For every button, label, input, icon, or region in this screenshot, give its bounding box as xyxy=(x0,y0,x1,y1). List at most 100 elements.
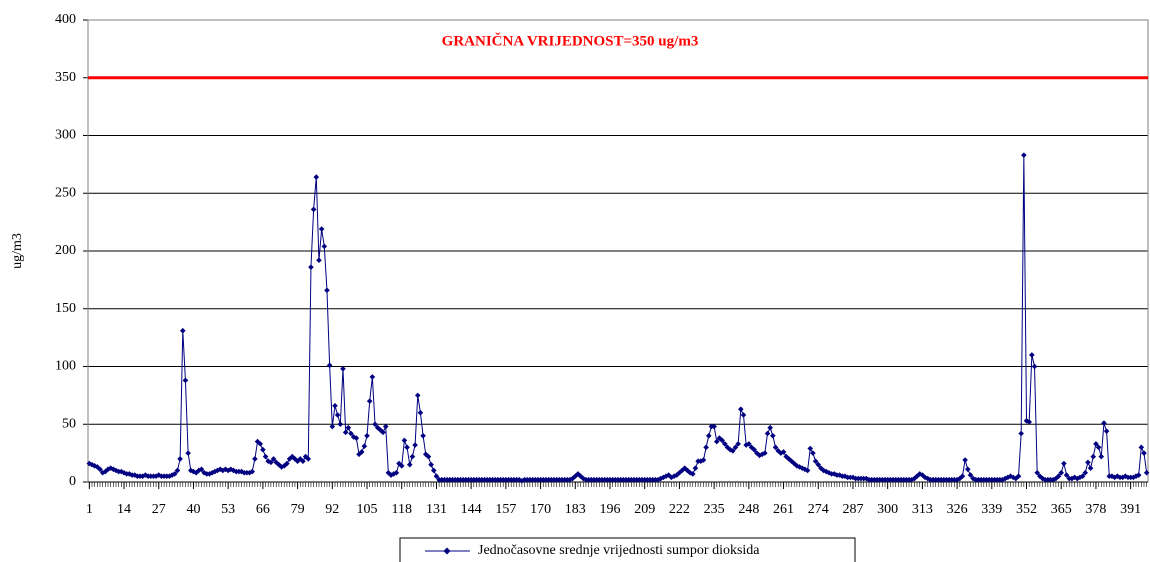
point xyxy=(377,427,384,433)
point xyxy=(131,472,138,478)
y-tick-label: 250 xyxy=(55,185,76,200)
point xyxy=(265,458,272,465)
point xyxy=(999,476,1006,483)
point xyxy=(353,435,360,441)
point xyxy=(1090,453,1097,460)
point xyxy=(212,468,218,475)
point xyxy=(276,461,282,468)
x-tick-label: 248 xyxy=(738,502,759,517)
point xyxy=(174,467,181,474)
point xyxy=(350,434,357,440)
point xyxy=(770,433,776,439)
point xyxy=(209,469,215,476)
point xyxy=(911,475,918,482)
point xyxy=(193,469,199,476)
x-tick-label: 66 xyxy=(256,502,270,517)
point xyxy=(406,461,413,468)
point xyxy=(414,392,421,399)
point xyxy=(169,472,175,478)
point xyxy=(812,458,819,465)
point xyxy=(430,467,437,474)
point xyxy=(374,424,381,431)
point xyxy=(713,438,720,445)
point xyxy=(99,469,106,476)
point xyxy=(1103,428,1110,434)
point xyxy=(1093,441,1099,447)
point xyxy=(249,468,256,475)
x-tick-label: 14 xyxy=(117,502,131,517)
point xyxy=(252,456,258,462)
point xyxy=(756,452,763,459)
point xyxy=(684,467,691,474)
y-tick-label: 150 xyxy=(55,301,76,316)
x-tick-label: 170 xyxy=(530,502,551,517)
x-tick-label: 118 xyxy=(391,502,411,517)
point xyxy=(722,441,728,447)
point xyxy=(190,468,197,475)
y-tick-label: 300 xyxy=(55,128,76,143)
point xyxy=(337,421,344,428)
point xyxy=(967,472,974,478)
point xyxy=(1135,472,1142,478)
point xyxy=(433,473,440,480)
point xyxy=(179,327,186,334)
point xyxy=(300,458,306,465)
point xyxy=(369,374,376,380)
point xyxy=(815,461,822,468)
point xyxy=(417,409,424,416)
y-tick-label: 50 xyxy=(62,416,76,431)
point xyxy=(380,429,386,436)
point xyxy=(257,441,264,447)
point xyxy=(786,456,792,462)
point xyxy=(1034,469,1040,476)
point xyxy=(1111,474,1118,481)
point xyxy=(238,468,245,475)
point xyxy=(340,366,346,372)
point xyxy=(262,453,269,460)
point xyxy=(1101,420,1107,426)
point xyxy=(91,463,98,469)
point xyxy=(668,474,675,481)
y-tick-label: 100 xyxy=(55,359,76,374)
point xyxy=(86,460,93,467)
point xyxy=(964,466,971,473)
point xyxy=(692,465,699,471)
y-axis-label: ug/m3 xyxy=(10,233,25,269)
point xyxy=(313,174,320,180)
point xyxy=(772,444,779,451)
point xyxy=(214,467,221,474)
x-tick-label: 391 xyxy=(1120,502,1141,517)
x-tick-label: 40 xyxy=(186,502,200,517)
point xyxy=(342,429,349,436)
point xyxy=(746,441,752,447)
point xyxy=(794,463,800,469)
point xyxy=(1021,152,1027,158)
point xyxy=(361,443,368,449)
series-line xyxy=(89,155,1148,482)
point xyxy=(823,468,830,475)
point xyxy=(1063,472,1070,478)
point xyxy=(788,458,795,465)
point xyxy=(390,471,397,477)
x-tick-label: 79 xyxy=(291,502,305,517)
y-tick-label: 0 xyxy=(69,474,76,489)
point xyxy=(1031,363,1038,370)
point xyxy=(810,450,816,456)
point xyxy=(334,412,341,418)
point xyxy=(404,444,410,451)
point xyxy=(1143,469,1150,476)
point xyxy=(780,449,787,455)
point xyxy=(217,466,223,473)
point xyxy=(308,264,314,270)
point xyxy=(305,456,312,462)
point xyxy=(278,464,285,470)
x-tick-label: 339 xyxy=(981,502,1002,517)
point xyxy=(1138,444,1145,451)
point xyxy=(959,473,966,480)
x-tick-label: 53 xyxy=(221,502,235,517)
point xyxy=(326,362,333,369)
x-tick-label: 222 xyxy=(669,502,690,517)
point xyxy=(428,461,434,468)
point xyxy=(1087,465,1094,471)
